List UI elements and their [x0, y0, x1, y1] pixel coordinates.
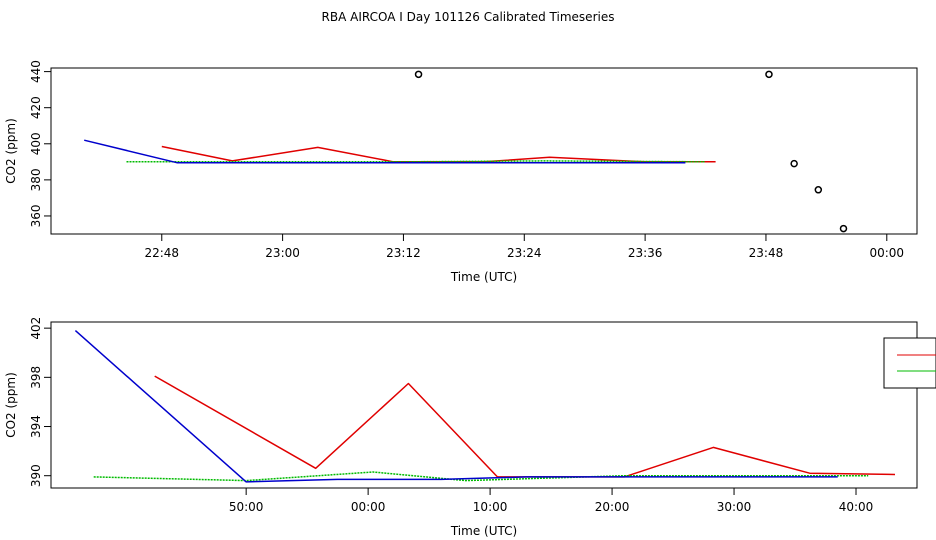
bottom-x-tick-label: 50:00 [229, 500, 264, 514]
bottom-y-tick-label: 398 [29, 366, 43, 389]
top-y-tick-label: 400 [29, 132, 43, 155]
bottom-y-tick-label: 402 [29, 317, 43, 340]
bottom-y-tick-label: 390 [29, 464, 43, 487]
top-x-tick-label: 23:24 [507, 246, 542, 260]
top-x-tick-label: 23:12 [386, 246, 421, 260]
top-series-red [161, 145, 716, 163]
bottom-series-group [74, 330, 896, 483]
top-panel: 22:48 23:00 23:12 23:24 23:36 23:48 00:00 3603… [4, 60, 918, 284]
bottom-x-tick-label: 20:00 [595, 500, 630, 514]
bottom-x-tick-label: 40:00 [839, 500, 874, 514]
top-x-axis: 22:48 23:00 23:12 23:24 23:36 23:48 00:00 [144, 234, 904, 260]
top-point-1 [765, 70, 773, 79]
top-point-3 [814, 186, 823, 194]
top-series-group [84, 70, 848, 233]
top-point-2 [790, 159, 798, 168]
top-x-tick-label: 00:00 [869, 246, 904, 260]
top-y-tick-label: 360 [29, 205, 43, 228]
chart-title: RBA AIRCOA I Day 101126 Calibrated Times… [322, 10, 615, 24]
top-y-axis-label: CO2 (ppm) [4, 118, 18, 184]
top-x-tick-label: 22:48 [144, 246, 179, 260]
bottom-x-axis: 50:00 00:00 10:00 20:00 30:00 40:00 [229, 488, 873, 514]
bottom-y-axis-label: CO2 (ppm) [4, 372, 18, 438]
top-x-axis-label: Time (UTC) [450, 270, 517, 284]
top-x-tick-label: 23:48 [749, 246, 784, 260]
top-series-blue [84, 139, 686, 164]
top-point-4 [839, 224, 848, 233]
bottom-panel: 50:00 00:00 10:00 20:00 30:00 40:00 390 394 398… [4, 317, 936, 538]
legend [883, 337, 936, 389]
bottom-series-red [154, 375, 896, 478]
top-x-tick-label: 23:00 [265, 246, 300, 260]
top-y-tick-label: 380 [29, 168, 43, 191]
top-y-axis: 360 380 400 420 440 [29, 60, 51, 227]
top-point-0 [414, 70, 423, 79]
bottom-series-blue [74, 330, 838, 483]
legend-box [883, 337, 936, 389]
bottom-x-tick-label: 00:00 [351, 500, 386, 514]
bottom-x-tick-label: 30:00 [717, 500, 752, 514]
top-x-tick-label: 23:36 [628, 246, 663, 260]
bottom-y-axis: 390 394 398 402 [29, 317, 51, 487]
bottom-series-green [93, 471, 869, 482]
top-series-green [126, 160, 706, 163]
top-y-tick-label: 420 [29, 96, 43, 119]
bottom-x-tick-label: 10:00 [473, 500, 508, 514]
bottom-x-axis-label: Time (UTC) [450, 524, 517, 538]
top-plot-frame [50, 67, 918, 235]
bottom-y-tick-label: 394 [29, 415, 43, 438]
bottom-plot-frame [50, 321, 918, 489]
top-y-tick-label: 440 [29, 60, 43, 83]
